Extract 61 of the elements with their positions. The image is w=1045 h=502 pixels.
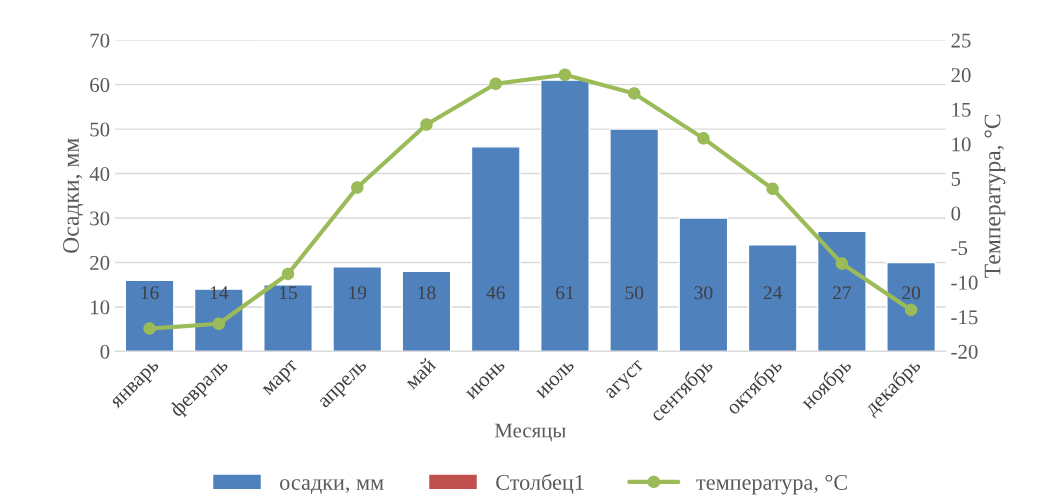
point (558, 68, 572, 81)
y2-tick-label: 20 (951, 68, 971, 83)
point (766, 182, 779, 196)
data-label: 24 (763, 286, 783, 300)
y2-tick-label: 25 (951, 33, 971, 48)
y2-tick-label: 15 (952, 102, 971, 117)
y2-axis-title: Температура, °C (984, 114, 1006, 278)
point (835, 257, 849, 270)
point (904, 303, 918, 317)
point (143, 322, 156, 335)
data-label: 16 (141, 286, 159, 300)
y2-tick-label: -15 (951, 310, 978, 325)
point (351, 181, 364, 194)
legend-label: Столбец1 (496, 473, 584, 494)
bar (401, 270, 452, 352)
bar (470, 146, 521, 352)
y2-tick-label: -5 (951, 241, 968, 256)
y-axis-title: Осадки, мм (63, 138, 84, 253)
point (697, 132, 710, 145)
data-label: 61 (556, 286, 574, 300)
point (281, 267, 295, 281)
y-tick-label: 40 (89, 166, 110, 181)
data-label: 20 (902, 286, 921, 300)
bar (747, 243, 798, 352)
point (489, 77, 502, 90)
y2-tick-label: 0 (951, 206, 961, 221)
data-label: 46 (486, 286, 505, 300)
y-tick-label: 20 (90, 255, 110, 270)
x-tick-label: май (403, 356, 437, 390)
point (420, 118, 433, 131)
bar (540, 79, 590, 352)
y-tick-label: 10 (91, 300, 110, 315)
y-tick-label: 50 (90, 122, 110, 137)
bar (124, 279, 175, 352)
bar (678, 217, 729, 352)
data-label: 27 (833, 286, 852, 300)
y2-tick-label: -10 (951, 275, 978, 290)
legend-label: температура, °C (696, 474, 847, 495)
x-axis-title: Месяцы (494, 423, 566, 442)
y2-tick-label: 5 (951, 172, 961, 186)
data-label: 14 (210, 286, 229, 300)
y-tick-label: 30 (90, 211, 110, 226)
point (627, 87, 641, 100)
y2-tick-label: 10 (952, 137, 971, 152)
data-label: 19 (349, 286, 367, 300)
data-label: 50 (625, 286, 644, 300)
y2-tick-label: -20 (951, 344, 978, 359)
bar (886, 261, 937, 352)
y-tick-label: 0 (100, 344, 110, 359)
bar (332, 266, 383, 352)
bar (193, 288, 244, 352)
legend-label: осадки, мм (280, 479, 384, 494)
bar (263, 284, 313, 352)
bar (609, 128, 660, 352)
data-label: 30 (694, 286, 713, 300)
data-label: 18 (418, 286, 436, 300)
bar (816, 230, 867, 352)
point (212, 317, 226, 330)
y-tick-label: 70 (90, 33, 110, 48)
data-label: 15 (280, 286, 297, 300)
y-tick-label: 60 (90, 78, 110, 93)
